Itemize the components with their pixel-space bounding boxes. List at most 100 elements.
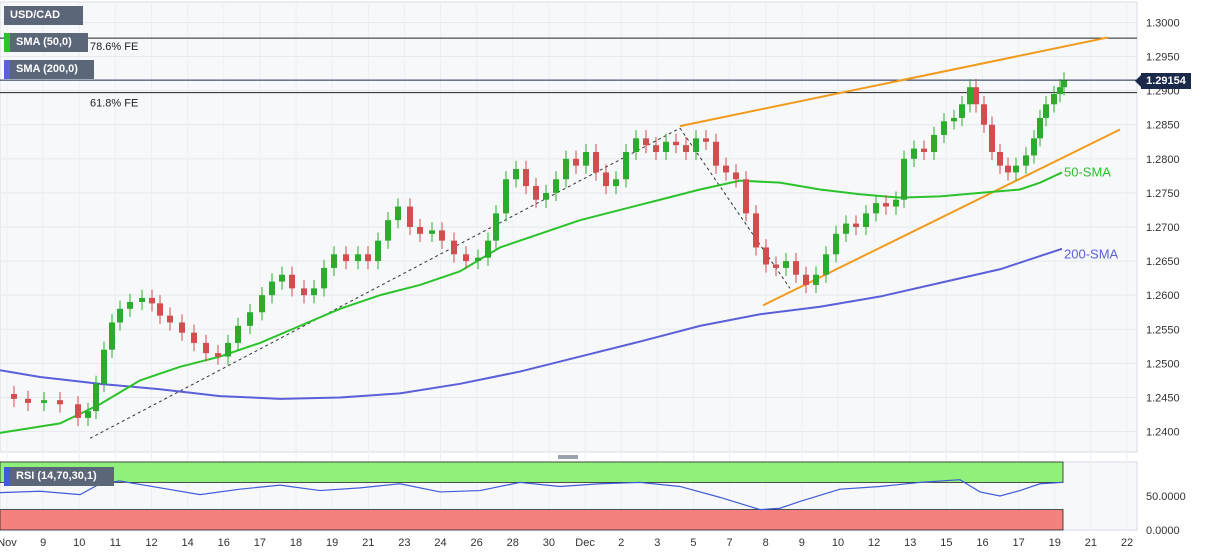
sma50-legend: SMA (50,0): [4, 33, 88, 52]
sma50-annotation: 50-SMA: [1064, 164, 1111, 179]
candle-body: [543, 192, 549, 200]
candle-body: [941, 121, 947, 135]
candle-body: [109, 322, 115, 350]
candle-body: [503, 179, 509, 214]
symbol-label: USD/CAD: [4, 6, 83, 25]
candle-body: [463, 254, 469, 262]
candle-body: [451, 240, 457, 255]
candle-body: [623, 152, 629, 180]
candle-body: [563, 158, 569, 180]
candle-body: [1031, 138, 1037, 156]
candle-body: [57, 400, 63, 405]
x-tick-label: 18: [290, 537, 302, 549]
candle-body: [493, 213, 499, 241]
candle-body: [395, 206, 401, 221]
x-tick-label: 16: [218, 537, 230, 549]
candle-body: [973, 87, 979, 105]
x-tick-label: 12: [145, 537, 157, 549]
x-tick-label: 9: [799, 537, 805, 549]
y-tick-label: 1.2800: [1146, 154, 1180, 166]
y-tick-label: 1.3000: [1146, 17, 1180, 29]
rsi-overbought-zone: [0, 461, 1064, 483]
candle-body: [279, 274, 285, 282]
x-tick-label: 10: [73, 537, 85, 549]
candle-body: [911, 148, 917, 159]
candle-body: [149, 297, 155, 304]
x-tick-label: 2: [618, 537, 624, 549]
candle-body: [355, 254, 361, 262]
candle-body: [407, 206, 413, 227]
candle-body: [643, 138, 649, 146]
candle-body: [863, 213, 869, 227]
candle-body: [247, 312, 253, 326]
candle-body: [633, 138, 639, 152]
x-tick-label: 19: [1049, 537, 1061, 549]
y-tick-label: 1.2550: [1146, 324, 1180, 336]
x-tick-label: 26: [471, 537, 483, 549]
x-tick-label: 14: [182, 537, 194, 549]
rsi-oversold-zone: [0, 509, 1064, 531]
x-tick-label: 22: [1121, 537, 1133, 549]
rsi-y-tick-label: 0.0000: [1146, 525, 1180, 537]
x-tick-label: 11: [110, 537, 121, 549]
trendline-dashed-down: [679, 127, 791, 289]
x-tick-label: 17: [254, 537, 266, 549]
channel-upper-line: [679, 36, 1109, 128]
candle-body: [773, 264, 779, 268]
candle-body: [921, 148, 927, 152]
candle-body: [753, 213, 759, 248]
x-tick-label: 19: [326, 537, 338, 549]
x-tick-label: 5: [690, 537, 696, 549]
x-tick-label: Dec: [575, 537, 595, 549]
candle-body: [553, 179, 559, 193]
candle-body: [75, 404, 81, 418]
x-tick-label: 15: [940, 537, 952, 549]
x-tick-label: 10: [832, 537, 844, 549]
candle-body: [439, 230, 445, 241]
candle-body: [733, 172, 739, 180]
candle-body: [959, 104, 965, 118]
candle-body: [157, 303, 163, 316]
x-tick-label: 16: [976, 537, 988, 549]
candle-body: [289, 274, 295, 289]
candle-body: [101, 349, 107, 384]
candle-body: [793, 261, 799, 275]
candle-body: [833, 233, 839, 255]
y-tick-label: 1.2500: [1146, 358, 1180, 370]
candle-body: [215, 353, 221, 357]
x-tick-label: 8: [763, 537, 769, 549]
candle-body: [603, 172, 609, 187]
candle-body: [723, 165, 729, 173]
panel-resize-handle: [558, 455, 578, 459]
candle-body: [385, 220, 391, 241]
y-tick-label: 1.2400: [1146, 427, 1180, 439]
candle-body: [203, 342, 209, 354]
x-tick-label: Nov: [0, 537, 17, 549]
rsi-line: [0, 479, 1063, 511]
candle-body: [823, 254, 829, 275]
candle-body: [513, 169, 519, 180]
candle-body: [475, 257, 481, 262]
candle-body: [41, 400, 47, 403]
y-tick-label: 1.2850: [1146, 120, 1180, 132]
x-tick-label: 13: [904, 537, 916, 549]
candle-body: [85, 411, 91, 418]
candle-body: [1051, 94, 1057, 105]
candle-body: [783, 261, 789, 268]
candle-body: [573, 158, 579, 166]
sma200-legend: SMA (200,0): [4, 60, 94, 79]
candle-body: [485, 240, 491, 258]
y-tick-label: 1.2750: [1146, 188, 1180, 200]
candle-body: [127, 302, 133, 309]
candle-body: [429, 230, 435, 234]
x-tick-label: 30: [543, 537, 555, 549]
last-price-tag: 1.29154: [1135, 73, 1191, 89]
candle-body: [179, 322, 185, 333]
candle-body: [1013, 165, 1019, 173]
y-tick-label: 1.2700: [1146, 222, 1180, 234]
candle-body: [523, 169, 529, 187]
rsi-y-tick-label: 50.0000: [1146, 491, 1186, 503]
candle-body: [1037, 117, 1043, 139]
x-tick-label: 12: [868, 537, 880, 549]
x-tick-label: 17: [1012, 537, 1024, 549]
